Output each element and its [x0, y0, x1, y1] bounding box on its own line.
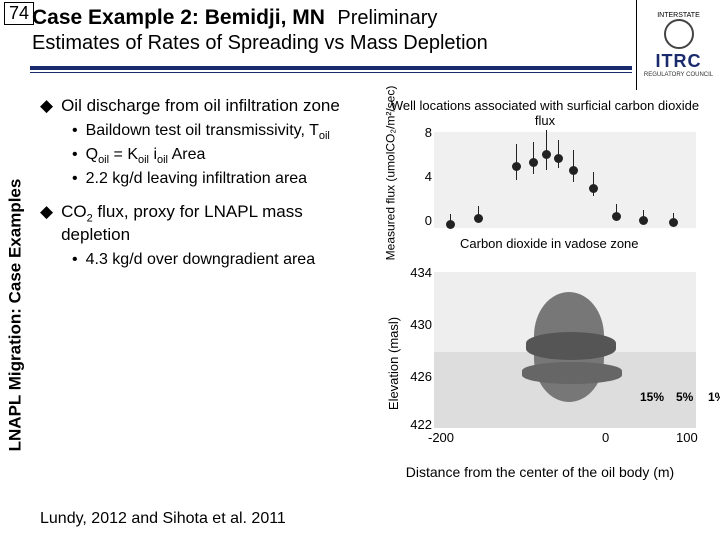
logo-bot-text: REGULATORY COUNCIL [644, 72, 713, 78]
bullet-1-sub-3: • 2.2 kg/d leaving infiltration area [72, 170, 370, 188]
citation: Lundy, 2012 and Sihota et al. 2011 [40, 510, 286, 528]
elev-xtick: 100 [676, 430, 698, 445]
pct-label: 1% [708, 390, 720, 404]
bullet-content: ◆ Oil discharge from oil infiltration zo… [40, 96, 370, 273]
page-number: 74 [4, 2, 34, 25]
dot-icon: • [72, 146, 78, 166]
bullet-2-sub-1-text: 4.3 kg/d over downgradient area [86, 251, 315, 269]
elevation-chart-ylabel: Elevation (masl) [374, 288, 414, 438]
b1s2ar: Area [168, 146, 205, 163]
bullet-1-sub-2-text: Qoil = Koil ioil Area [86, 146, 206, 166]
elevation-chart-plot: 15%5%1% [434, 272, 696, 428]
elev-ytick: 434 [410, 265, 432, 280]
flux-chart: Well locations associated with surficial… [380, 98, 710, 253]
b1s2s2: oil [138, 154, 149, 166]
dot-icon: • [72, 122, 78, 142]
bullet-1-sub-1: • Baildown test oil transmissivity, Toil [72, 122, 370, 142]
elev-ytick: 426 [410, 369, 432, 384]
title-rule-thin [30, 72, 632, 73]
flux-chart-ylabel: Measured flux (umolCO₂/m²/sec) [370, 108, 410, 238]
flux-chart-title: Well locations associated with surficial… [380, 98, 710, 128]
flux-point [669, 218, 678, 227]
pct-label: 5% [676, 390, 693, 404]
flux-ytick: 4 [422, 169, 432, 184]
b2b: flux, proxy for LNAPL mass depletion [61, 202, 303, 243]
flux-point [569, 166, 578, 175]
side-label-text: LNAPL Migration: Case Examples [5, 179, 25, 452]
flux-point [529, 158, 538, 167]
flux-yl-txt: Measured flux (umolCO₂/m²/sec) [383, 86, 397, 261]
bullet-1-sub-1-text: Baildown test oil transmissivity, Toil [86, 122, 330, 142]
side-label: LNAPL Migration: Case Examples [2, 90, 28, 540]
diamond-icon: ◆ [40, 202, 53, 244]
bullet-1: ◆ Oil discharge from oil infiltration zo… [40, 96, 370, 116]
b1s2q: Q [86, 146, 98, 163]
oil-lens [522, 362, 622, 384]
elev-xtick: 0 [602, 430, 609, 445]
flux-point [446, 220, 455, 229]
elevation-chart-xlabel: Distance from the center of the oil body… [370, 464, 710, 480]
bullet-1-text: Oil discharge from oil infiltration zone [61, 96, 340, 116]
pct-label: 15% [640, 390, 664, 404]
b1s2k: = K [109, 146, 138, 163]
flux-chart-plot [434, 132, 696, 228]
b1s1a: Baildown test oil transmissivity, T [86, 122, 319, 139]
title-line2: Estimates of Rates of Spreading vs Mass … [32, 32, 632, 55]
b1s2s1: oil [98, 154, 109, 166]
oil-lens [526, 332, 616, 360]
b1s2i: i [149, 146, 157, 163]
title-right: Preliminary [337, 7, 437, 29]
b2a: CO [61, 202, 87, 221]
elev-ytick: 430 [410, 317, 432, 332]
itrc-logo: INTERSTATE ITRC REGULATORY COUNCIL [636, 0, 720, 90]
bullet-1-sub-2: • Qoil = Koil ioil Area [72, 146, 370, 166]
bullet-2-sub-1: • 4.3 kg/d over downgradient area [72, 251, 370, 269]
title-bold: Case Example 2: Bemidji, MN [32, 6, 325, 29]
flux-point [639, 216, 648, 225]
b1s2s3: oil [157, 154, 168, 166]
flux-chart-sublabel: Carbon dioxide in vadose zone [460, 236, 639, 251]
elevation-chart: Elevation (masl) 15%5%1% Distance from t… [380, 268, 710, 488]
dot-icon: • [72, 170, 78, 188]
bullet-2: ◆ CO2 flux, proxy for LNAPL mass depleti… [40, 202, 370, 244]
diamond-icon: ◆ [40, 96, 53, 116]
logo-mid-text: ITRC [656, 51, 702, 72]
flux-point [512, 162, 521, 171]
flux-point [542, 150, 551, 159]
flux-ytick: 8 [422, 125, 432, 140]
elev-yl-txt: Elevation (masl) [387, 316, 402, 409]
elev-xtick: -200 [428, 430, 454, 445]
flux-point [474, 214, 483, 223]
b1s1sub: oil [319, 130, 330, 142]
logo-circle-icon [664, 19, 694, 49]
bullet-2-text: CO2 flux, proxy for LNAPL mass depletion [61, 202, 370, 244]
dot-icon: • [72, 251, 78, 269]
flux-point [612, 212, 621, 221]
title-rule-thick [30, 66, 632, 70]
bullet-1-sub-3-text: 2.2 kg/d leaving infiltration area [86, 170, 307, 188]
logo-top-text: INTERSTATE [657, 12, 700, 19]
flux-point [554, 154, 563, 163]
flux-ytick: 0 [422, 213, 432, 228]
title-bar: Case Example 2: Bemidji, MN Preliminary … [32, 6, 632, 55]
flux-point [589, 184, 598, 193]
